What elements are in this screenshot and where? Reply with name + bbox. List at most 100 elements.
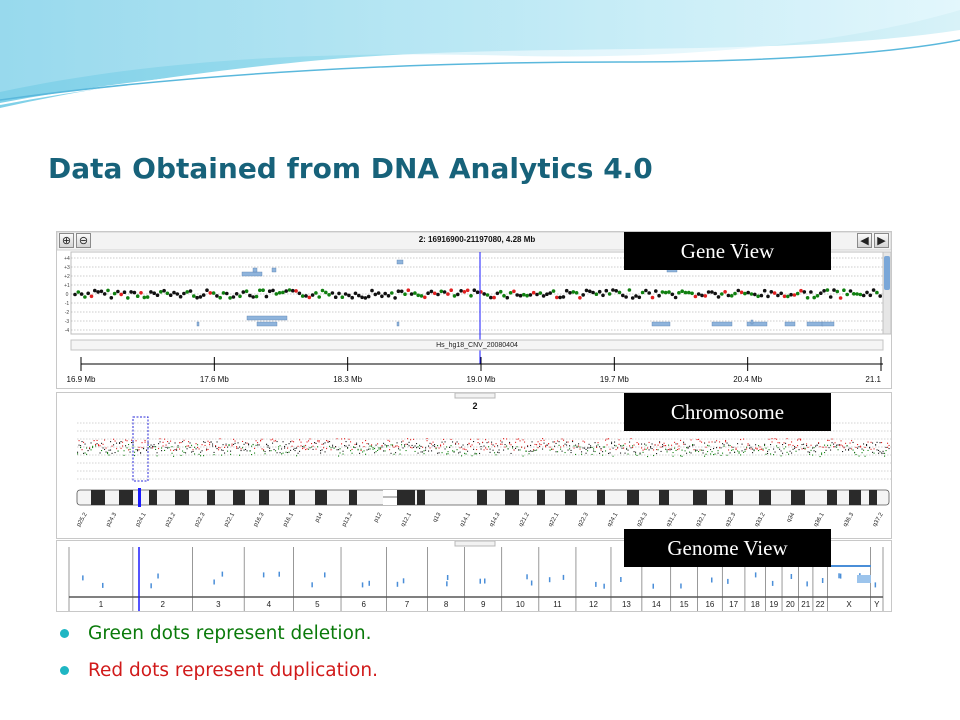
data-point	[539, 443, 541, 445]
data-point	[572, 441, 574, 443]
data-point	[86, 447, 88, 449]
data-point	[720, 292, 724, 296]
data-point	[612, 455, 614, 457]
data-point	[111, 445, 113, 447]
data-point	[321, 449, 323, 451]
data-point	[848, 449, 850, 451]
data-point	[203, 441, 205, 443]
data-point	[225, 291, 229, 296]
legend-item-deletion: Green dots represent deletion.	[58, 621, 378, 658]
data-point	[106, 288, 110, 293]
cnv-mark	[324, 572, 326, 578]
data-point	[449, 288, 454, 292]
cnv-mark	[806, 581, 808, 587]
data-point	[225, 445, 227, 447]
data-point	[707, 444, 709, 446]
data-point	[392, 444, 394, 446]
data-point	[309, 438, 311, 440]
data-point	[350, 295, 355, 300]
data-point	[540, 444, 542, 446]
data-point	[602, 454, 604, 456]
data-point	[179, 448, 181, 450]
data-point	[813, 447, 815, 449]
data-point	[125, 439, 127, 441]
data-point	[141, 447, 143, 449]
data-point	[630, 447, 632, 449]
data-point	[557, 451, 559, 453]
data-point	[383, 442, 385, 444]
data-point	[338, 455, 340, 457]
data-point	[380, 294, 384, 299]
data-point	[731, 446, 733, 448]
data-point	[725, 440, 727, 442]
ideogram-band	[175, 490, 189, 505]
data-point	[315, 448, 317, 450]
data-point	[771, 438, 773, 440]
data-point	[596, 445, 598, 447]
data-point	[701, 449, 703, 451]
cnv-mark	[479, 578, 481, 584]
cnv-mark	[821, 578, 824, 583]
data-point	[290, 449, 292, 451]
data-point	[416, 447, 418, 449]
data-point	[471, 455, 473, 457]
data-point	[849, 442, 851, 444]
data-point	[868, 293, 873, 298]
data-point	[560, 446, 562, 448]
data-point	[306, 441, 308, 443]
data-point	[142, 295, 147, 300]
zoom-out-button[interactable]: ⊖	[76, 233, 91, 248]
data-point	[173, 455, 175, 457]
data-point	[392, 445, 394, 447]
data-point	[254, 447, 256, 449]
data-point	[818, 442, 820, 444]
gene-view-plot[interactable]: +4 +3 +2 +1 0 -1 -2 -3 -4 16.9 Mb 17.6 Mb 18.3 Mb 1…	[57, 232, 891, 388]
data-point	[863, 443, 865, 445]
data-point	[271, 288, 275, 293]
data-point	[702, 449, 704, 451]
data-point	[840, 444, 842, 446]
data-point	[299, 439, 301, 441]
data-point	[722, 443, 724, 445]
scroll-left-button[interactable]: ◀	[857, 233, 872, 248]
data-point	[708, 441, 710, 443]
ideogram-band	[477, 490, 487, 505]
data-point	[725, 441, 727, 443]
data-point	[637, 295, 642, 300]
data-point	[422, 446, 424, 448]
selection-window[interactable]	[132, 416, 149, 482]
data-point	[884, 455, 886, 457]
data-point	[327, 441, 329, 443]
ruler-label: 19.7 Mb	[600, 375, 629, 384]
data-point	[442, 290, 447, 294]
data-point	[800, 439, 802, 441]
data-point	[305, 444, 307, 446]
data-point	[666, 449, 668, 451]
data-point	[615, 449, 617, 451]
data-point	[498, 289, 503, 294]
data-point	[369, 445, 371, 447]
data-point	[756, 447, 758, 449]
data-point	[805, 296, 810, 300]
data-point	[164, 438, 166, 440]
data-point	[144, 439, 146, 441]
data-point	[698, 438, 700, 440]
data-point	[195, 443, 197, 445]
data-point	[238, 294, 242, 299]
data-point	[497, 451, 499, 453]
data-point	[132, 441, 134, 443]
data-point	[510, 452, 512, 454]
data-point	[621, 293, 625, 298]
scroll-right-button[interactable]: ▶	[874, 233, 889, 248]
zoom-in-button[interactable]: ⊕	[59, 233, 74, 248]
data-point	[533, 450, 535, 452]
data-point	[221, 291, 226, 295]
data-point	[882, 452, 884, 454]
data-point	[216, 448, 218, 450]
data-point	[173, 449, 175, 451]
data-point	[390, 452, 392, 454]
data-point	[281, 453, 283, 455]
data-point	[491, 441, 493, 443]
data-point	[425, 449, 427, 451]
data-point	[537, 441, 539, 443]
